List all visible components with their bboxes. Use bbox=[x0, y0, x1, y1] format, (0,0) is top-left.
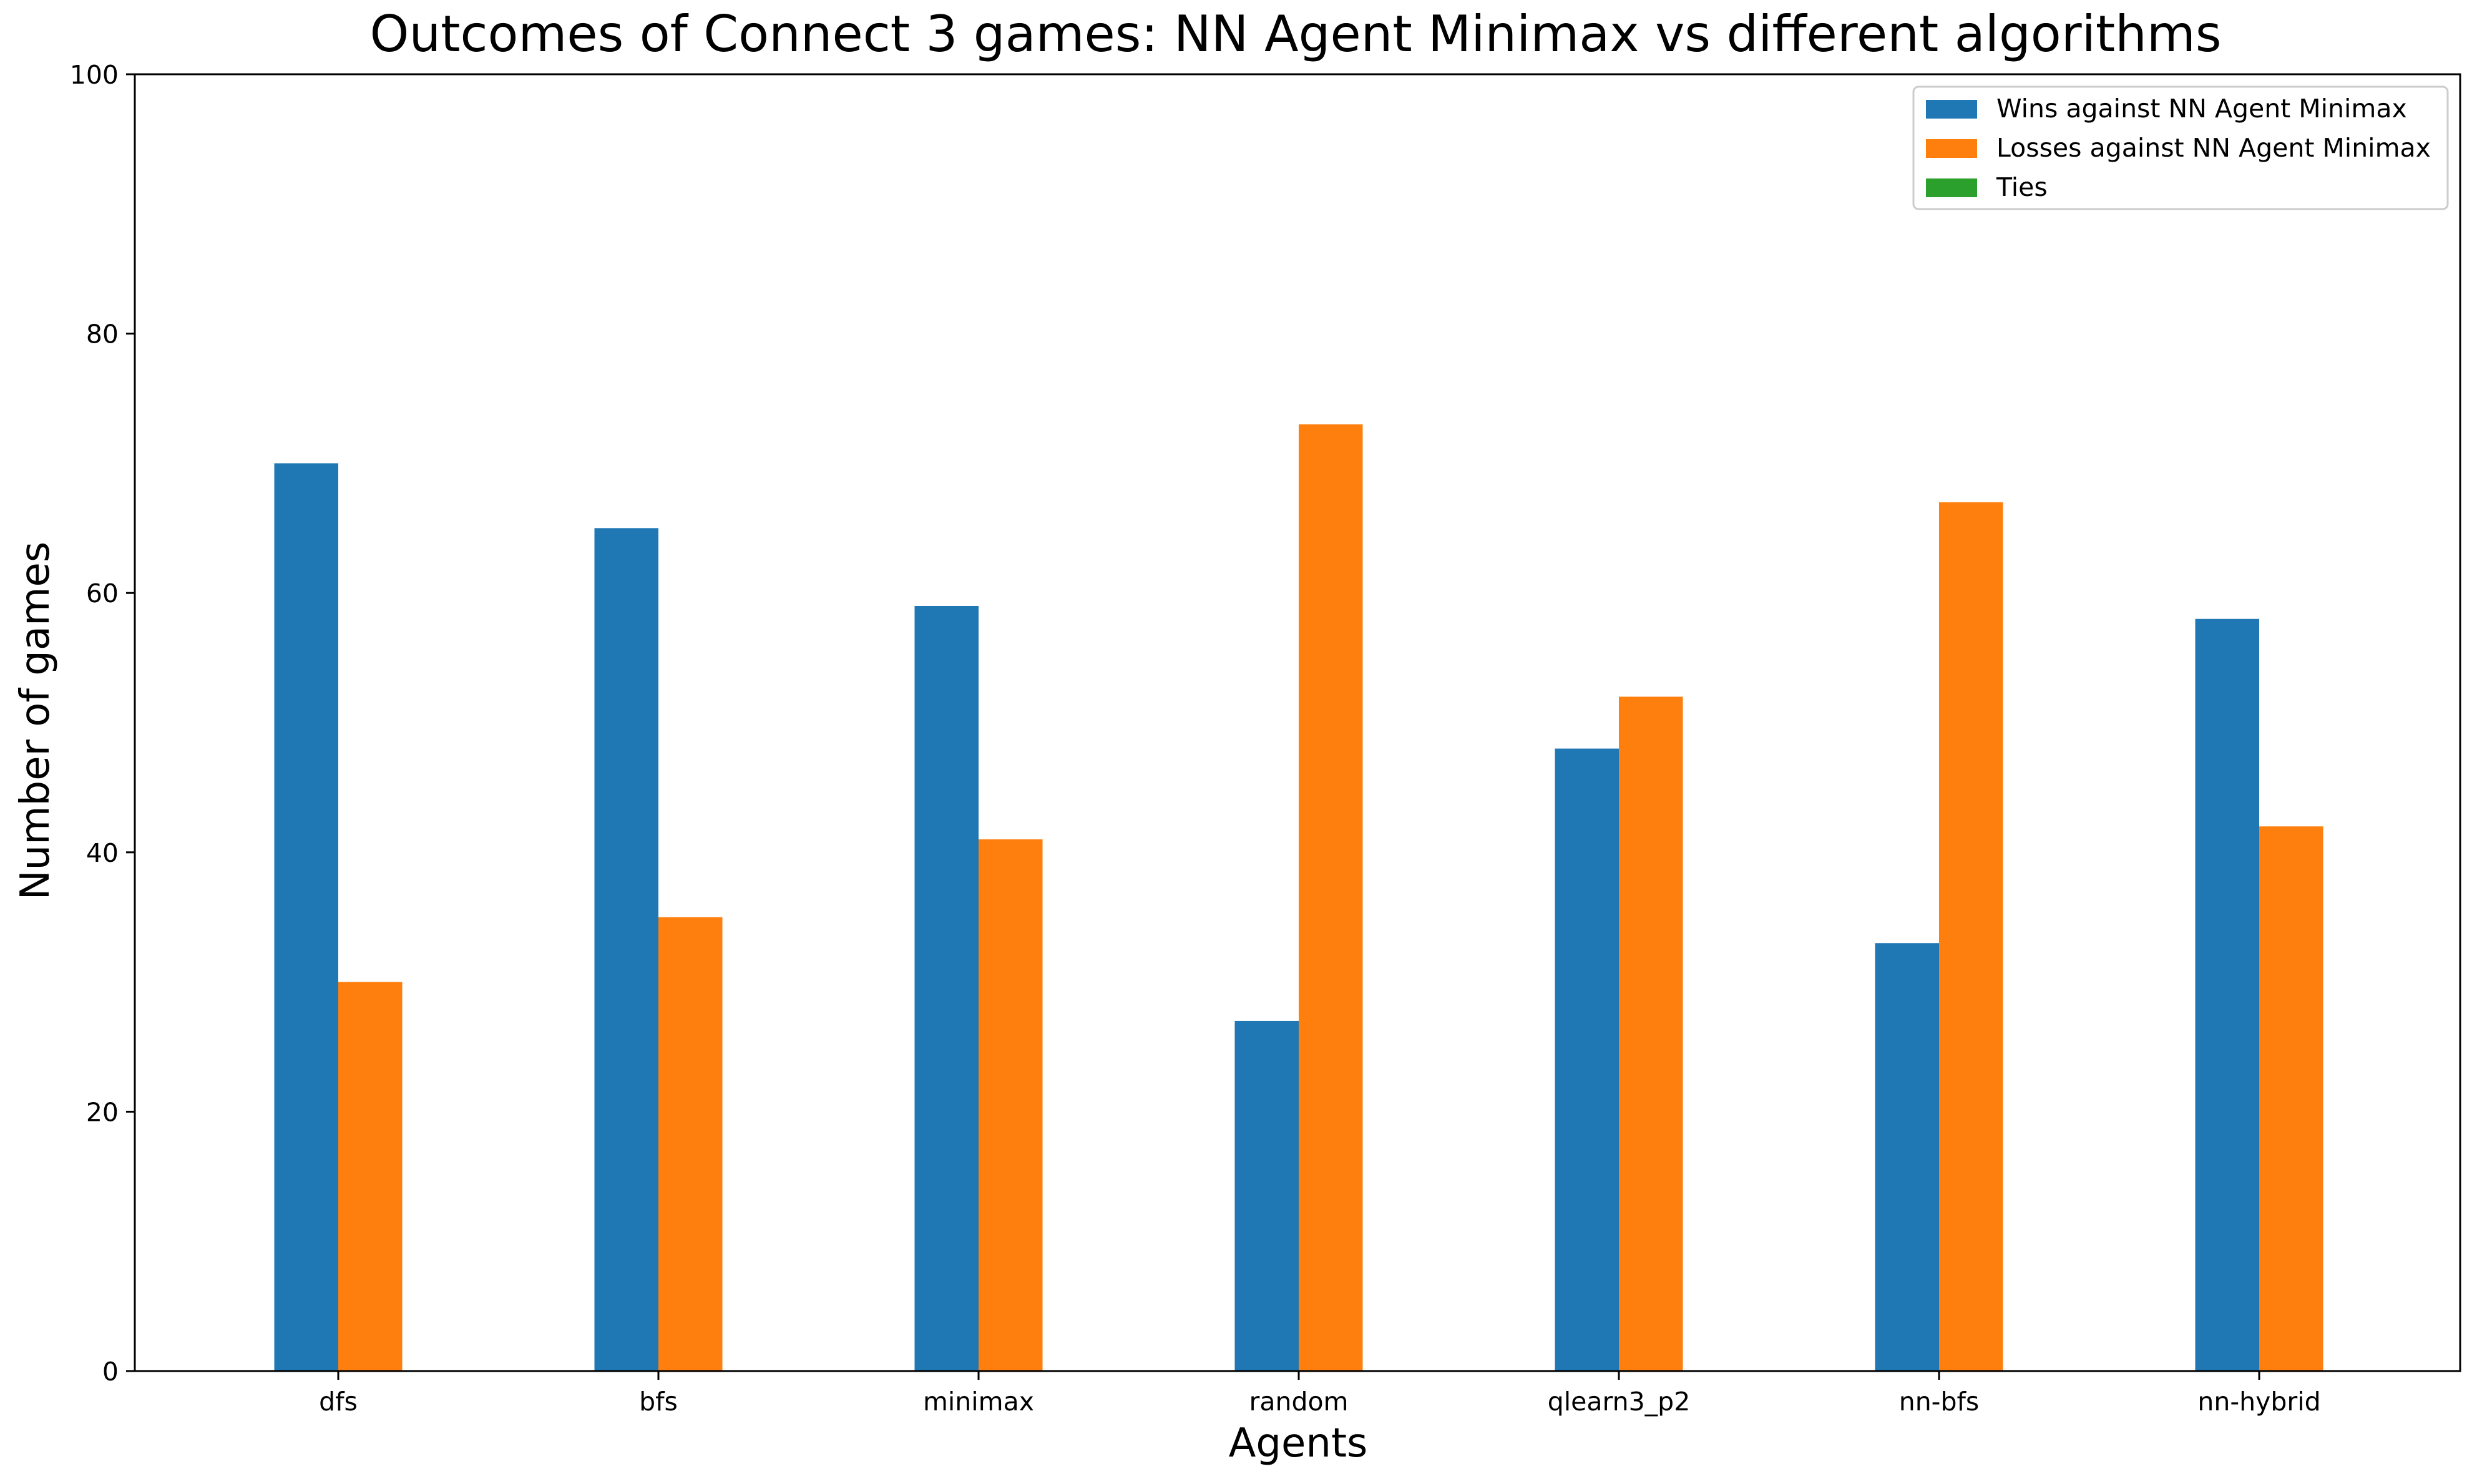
legend-label-0: Wins against NN Agent Minimax bbox=[1996, 94, 2407, 124]
y-tick-label: 0 bbox=[102, 1357, 119, 1387]
y-tick-label: 20 bbox=[86, 1097, 119, 1127]
y-tick-label: 60 bbox=[86, 578, 119, 608]
bar-dfs-series-1 bbox=[338, 982, 403, 1371]
bar-nn-hybrid-series-1 bbox=[2259, 826, 2323, 1371]
x-tick-label-bfs: bfs bbox=[639, 1387, 678, 1417]
legend-swatch-2 bbox=[1926, 178, 1977, 197]
y-axis-label: Number of games bbox=[12, 542, 59, 900]
legend-swatch-0 bbox=[1926, 100, 1977, 119]
bar-nn-bfs-series-0 bbox=[1875, 943, 1939, 1371]
bar-minimax-series-0 bbox=[914, 605, 979, 1371]
legend-box bbox=[1912, 85, 2449, 210]
axes-frame bbox=[134, 73, 2461, 1372]
legend: Wins against NN Agent Minimax Losses agai… bbox=[1912, 85, 2449, 210]
y-tick-label: 100 bbox=[70, 60, 119, 90]
plot-area: 0 20 40 60 80 100 dfs bfs minimax random qlearn3_p… bbox=[70, 60, 2461, 1417]
bar-minimax-series-1 bbox=[979, 839, 1043, 1371]
bar-random-series-1 bbox=[1299, 424, 1363, 1371]
bar-dfs-series-0 bbox=[274, 463, 338, 1371]
x-tick-label-random: random bbox=[1249, 1387, 1348, 1417]
bar-nn-bfs-series-1 bbox=[1939, 502, 2003, 1371]
bar-random-series-0 bbox=[1234, 1020, 1299, 1371]
x-tick-label-qlearn3_p2: qlearn3_p2 bbox=[1548, 1387, 1691, 1417]
x-tick-label-nn-hybrid: nn-hybrid bbox=[2197, 1387, 2320, 1417]
x-tick-label-minimax: minimax bbox=[923, 1387, 1034, 1417]
legend-label-1: Losses against NN Agent Minimax bbox=[1996, 133, 2431, 163]
legend-label-2: Ties bbox=[1996, 172, 2048, 202]
bar-nn-hybrid-series-0 bbox=[2195, 618, 2259, 1371]
bar-bfs-series-0 bbox=[594, 528, 658, 1371]
y-tick-label: 40 bbox=[86, 838, 119, 868]
legend-swatch-1 bbox=[1926, 139, 1977, 158]
y-tick-label: 80 bbox=[86, 320, 119, 349]
bar-qlearn3_p2-series-1 bbox=[1619, 696, 1683, 1371]
bar-qlearn3_p2-series-0 bbox=[1555, 748, 1619, 1371]
bar-bfs-series-1 bbox=[658, 917, 723, 1371]
x-tick-label-nn-bfs: nn-bfs bbox=[1899, 1387, 1980, 1417]
x-tick-label-dfs: dfs bbox=[319, 1387, 358, 1417]
x-axis-label: Agents bbox=[1229, 1420, 1368, 1467]
chart-title: Outcomes of Connect 3 games: NN Agent Mi… bbox=[370, 5, 2222, 63]
